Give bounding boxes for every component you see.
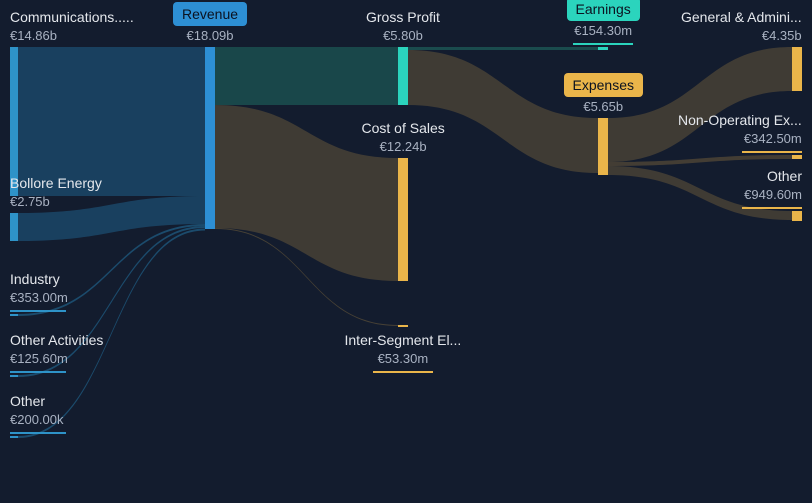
- node-underline: [10, 432, 66, 434]
- sankey-node-gen_admin[interactable]: [792, 47, 802, 91]
- sankey-node-bollore_energy[interactable]: [10, 213, 18, 241]
- node-value: €2.75b: [10, 194, 50, 209]
- node-label-expenses[interactable]: Expenses €5.65b: [564, 73, 643, 116]
- sankey-node-inter_seg[interactable]: [398, 325, 408, 327]
- node-name: Other Activities: [10, 332, 103, 348]
- node-value: €125.60m: [10, 351, 68, 366]
- node-value: €342.50m: [744, 131, 802, 146]
- sankey-link: [408, 47, 598, 50]
- node-underline: [573, 43, 633, 45]
- node-value: €200.00k: [10, 412, 64, 427]
- node-name-pill: Expenses: [564, 73, 643, 97]
- sankey-node-gross_profit[interactable]: [398, 47, 408, 105]
- node-value: €353.00m: [10, 290, 68, 305]
- sankey-node-other_exp[interactable]: [792, 211, 802, 221]
- node-label-gen_admin[interactable]: General & Admini... €4.35b: [681, 8, 802, 45]
- sankey-chart: [0, 0, 812, 503]
- node-label-earnings[interactable]: Earnings €154.30m: [567, 0, 640, 45]
- node-value: €14.86b: [10, 28, 57, 43]
- node-name: Non-Operating Ex...: [678, 112, 802, 128]
- node-name: Industry: [10, 271, 60, 287]
- node-value: €5.65b: [583, 99, 623, 114]
- node-name: Gross Profit: [366, 9, 440, 25]
- node-underline: [742, 207, 802, 209]
- node-name: Bollore Energy: [10, 175, 102, 191]
- node-name: Other: [10, 393, 45, 409]
- sankey-node-industry[interactable]: [10, 314, 18, 316]
- node-name-pill: Revenue: [173, 2, 247, 26]
- node-label-other_act[interactable]: Other Activities €125.60m: [10, 331, 103, 373]
- node-value: €18.09b: [187, 28, 234, 43]
- node-label-non_op[interactable]: Non-Operating Ex... €342.50m: [678, 111, 802, 153]
- node-label-cost_sales[interactable]: Cost of Sales €12.24b: [362, 119, 445, 156]
- sankey-link: [215, 47, 398, 105]
- node-label-other_src[interactable]: Other €200.00k: [10, 392, 66, 434]
- sankey-node-non_op[interactable]: [792, 155, 802, 159]
- node-value: €949.60m: [744, 187, 802, 202]
- node-name-pill: Earnings: [567, 0, 640, 21]
- node-value: €4.35b: [762, 28, 802, 43]
- node-name: General & Admini...: [681, 9, 802, 25]
- sankey-node-earnings[interactable]: [598, 47, 608, 50]
- node-label-bollore_energy[interactable]: Bollore Energy €2.75b: [10, 174, 102, 211]
- node-label-communications[interactable]: Communications..... €14.86b: [10, 8, 134, 45]
- node-name: Inter-Segment El...: [345, 332, 462, 348]
- node-label-other_exp[interactable]: Other €949.60m: [742, 167, 802, 209]
- node-underline: [373, 371, 433, 373]
- node-name: Communications.....: [10, 9, 134, 25]
- node-underline: [10, 310, 66, 312]
- node-underline: [10, 371, 66, 373]
- node-label-inter_seg[interactable]: Inter-Segment El... €53.30m: [345, 331, 462, 373]
- node-name: Other: [767, 168, 802, 184]
- node-value: €53.30m: [378, 351, 429, 366]
- sankey-node-other_src[interactable]: [10, 436, 18, 438]
- sankey-node-expenses[interactable]: [598, 118, 608, 175]
- node-label-gross_profit[interactable]: Gross Profit €5.80b: [366, 8, 440, 45]
- node-label-revenue[interactable]: Revenue €18.09b: [173, 2, 247, 45]
- node-name: Cost of Sales: [362, 120, 445, 136]
- node-value: €154.30m: [574, 23, 632, 38]
- sankey-node-revenue[interactable]: [205, 47, 215, 229]
- sankey-node-cost_sales[interactable]: [398, 158, 408, 281]
- node-label-industry[interactable]: Industry €353.00m: [10, 270, 68, 312]
- node-value: €5.80b: [383, 28, 423, 43]
- node-underline: [742, 151, 802, 153]
- node-value: €12.24b: [380, 139, 427, 154]
- sankey-node-other_act[interactable]: [10, 375, 18, 377]
